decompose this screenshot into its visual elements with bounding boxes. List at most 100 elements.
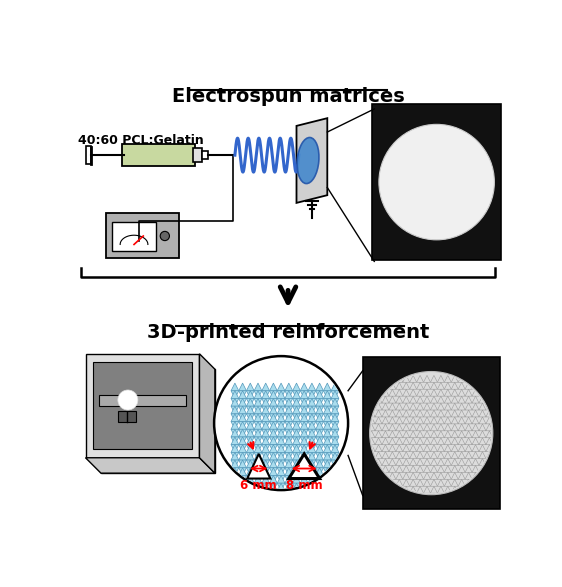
Polygon shape [308,429,316,437]
Polygon shape [239,460,247,468]
Polygon shape [331,468,339,475]
Polygon shape [300,445,308,453]
Polygon shape [324,383,331,391]
Polygon shape [308,437,316,445]
Polygon shape [262,421,270,429]
Polygon shape [231,399,239,406]
Polygon shape [200,354,215,473]
Polygon shape [270,414,277,421]
Polygon shape [247,483,254,491]
Polygon shape [239,421,247,429]
Polygon shape [285,453,293,460]
Polygon shape [254,429,262,437]
Polygon shape [262,406,270,414]
Polygon shape [270,468,277,475]
Polygon shape [308,421,316,429]
Polygon shape [270,468,277,475]
Polygon shape [324,453,331,460]
Polygon shape [308,383,316,391]
Polygon shape [247,454,270,478]
Polygon shape [308,445,316,453]
Polygon shape [277,468,285,475]
Polygon shape [293,491,300,498]
Polygon shape [254,491,262,498]
Polygon shape [254,453,262,460]
Polygon shape [324,414,331,421]
Polygon shape [277,437,285,445]
Polygon shape [270,391,277,399]
Polygon shape [277,453,285,460]
Polygon shape [308,453,316,460]
Polygon shape [239,475,247,483]
Polygon shape [324,445,331,453]
Polygon shape [308,399,316,406]
Polygon shape [316,460,324,468]
Polygon shape [285,429,293,437]
Polygon shape [270,483,277,491]
Polygon shape [300,491,308,498]
Polygon shape [285,483,293,491]
Polygon shape [331,483,339,491]
Polygon shape [308,445,316,453]
Polygon shape [293,468,300,475]
Polygon shape [316,491,324,498]
Bar [85,354,200,458]
Polygon shape [308,460,316,468]
Polygon shape [300,475,308,483]
Polygon shape [316,414,324,421]
Polygon shape [293,414,300,421]
Polygon shape [300,437,308,445]
Polygon shape [285,453,293,460]
Polygon shape [293,468,300,475]
Polygon shape [300,421,308,429]
Polygon shape [324,391,331,399]
Polygon shape [293,475,300,483]
Polygon shape [254,399,262,406]
Polygon shape [300,483,308,491]
Polygon shape [277,406,285,414]
Polygon shape [316,399,324,406]
Polygon shape [316,437,324,445]
Polygon shape [300,445,308,453]
Polygon shape [247,406,254,414]
Polygon shape [285,421,293,429]
Text: 3D-printed reinforcement: 3D-printed reinforcement [147,323,429,342]
Polygon shape [254,421,262,429]
Polygon shape [300,460,308,468]
Polygon shape [231,437,239,445]
Polygon shape [262,399,270,406]
Polygon shape [231,475,239,483]
Polygon shape [254,483,262,491]
Polygon shape [316,445,324,453]
Polygon shape [300,406,308,414]
Polygon shape [285,399,293,406]
Polygon shape [277,453,285,460]
Polygon shape [247,483,254,491]
Polygon shape [324,483,331,491]
Polygon shape [247,437,254,445]
Polygon shape [293,453,300,460]
Polygon shape [324,468,331,475]
Polygon shape [293,421,300,429]
Polygon shape [308,468,316,475]
Polygon shape [308,483,316,491]
Polygon shape [277,383,285,391]
Polygon shape [239,483,247,491]
Polygon shape [324,391,331,399]
Text: 40:60 PCL:Gelatin: 40:60 PCL:Gelatin [78,134,204,147]
Circle shape [379,124,495,240]
Polygon shape [247,391,254,399]
Polygon shape [293,414,300,421]
Polygon shape [293,445,300,453]
Polygon shape [331,399,339,406]
Polygon shape [270,437,277,445]
Circle shape [160,231,170,241]
Polygon shape [324,406,331,414]
Polygon shape [285,429,293,437]
Polygon shape [293,421,300,429]
Polygon shape [270,406,277,414]
Polygon shape [277,468,285,475]
Bar [122,144,195,166]
Polygon shape [277,421,285,429]
Polygon shape [331,421,339,429]
